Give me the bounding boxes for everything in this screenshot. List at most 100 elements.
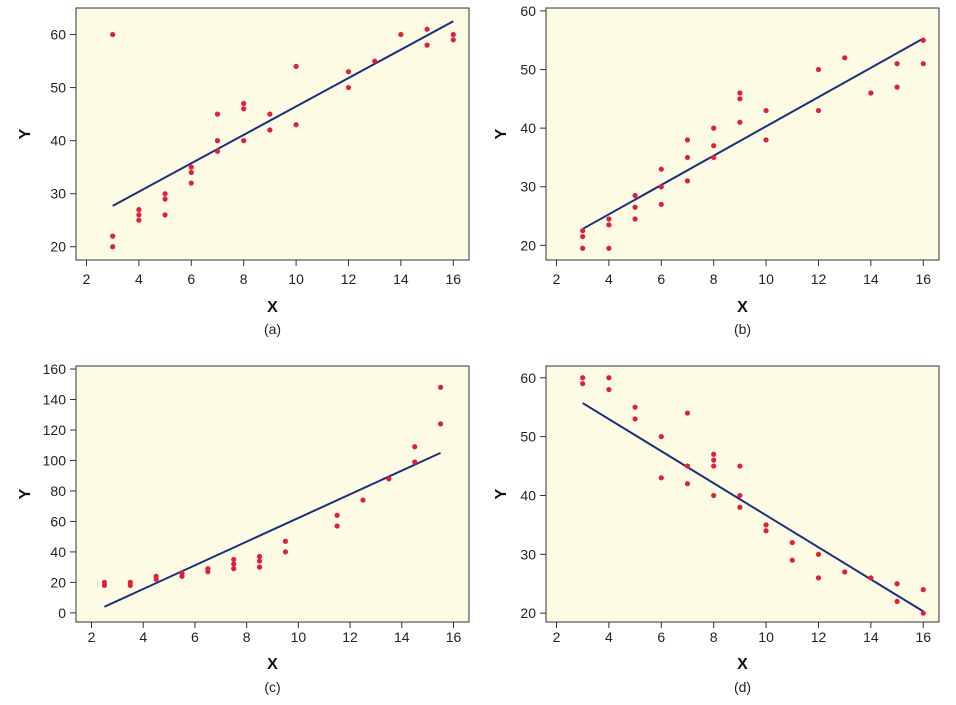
x-tick-label: 10 <box>291 629 307 645</box>
regression-line <box>582 402 924 613</box>
x-axis-label: X <box>737 299 748 316</box>
data-point <box>241 106 247 112</box>
data-point <box>894 581 900 587</box>
data-point <box>684 178 691 184</box>
x-axis-label: X <box>267 656 278 673</box>
data-point <box>815 107 822 114</box>
chart-panel-1: 2 4 6 8 10 12 14 16 20 30 40 50 60 X Y (a) <box>17 7 470 337</box>
data-point <box>205 569 211 575</box>
panel-caption: (d) <box>734 679 751 695</box>
data-point <box>580 245 586 251</box>
x-tick-label: 4 <box>135 271 143 287</box>
x-tick-label: 16 <box>445 271 461 287</box>
data-point <box>894 84 900 90</box>
y-tick-label: 40 <box>50 133 66 149</box>
data-point <box>136 212 142 218</box>
x-tick-label: 4 <box>139 629 147 645</box>
data-point <box>711 451 717 457</box>
x-tick-label: 14 <box>393 271 409 287</box>
data-point <box>231 566 237 572</box>
panel-caption: (b) <box>734 321 751 337</box>
data-point <box>110 233 116 239</box>
x-axis-label: X <box>737 656 748 673</box>
x-tick-label: 14 <box>394 629 410 645</box>
data-point <box>241 100 247 107</box>
data-point <box>231 556 237 563</box>
data-point <box>214 148 221 154</box>
x-tick-label: 12 <box>342 629 358 645</box>
y-tick-label: 50 <box>520 429 536 445</box>
y-tick-label: 50 <box>520 62 536 78</box>
x-tick-label: 8 <box>243 629 251 645</box>
data-point <box>842 569 848 575</box>
data-point <box>737 90 743 96</box>
data-point <box>580 375 586 381</box>
data-point <box>658 166 664 172</box>
data-point <box>606 216 612 222</box>
data-point <box>632 216 638 222</box>
data-point <box>894 61 900 67</box>
plot-area <box>545 365 940 623</box>
data-point <box>241 138 247 144</box>
y-tick-label: 40 <box>520 120 536 136</box>
data-point <box>632 404 638 410</box>
data-point <box>188 164 194 170</box>
data-point <box>894 598 900 605</box>
y-tick-label: 120 <box>43 422 67 438</box>
y-tick-label: 50 <box>50 80 66 96</box>
data-point <box>293 63 299 69</box>
data-point <box>737 492 743 499</box>
data-point <box>345 84 352 91</box>
y-tick-label: 80 <box>50 483 66 499</box>
data-point <box>437 384 444 390</box>
data-point <box>632 192 638 199</box>
x-tick-label: 14 <box>863 629 879 645</box>
y-tick-label: 140 <box>43 392 67 408</box>
data-point <box>334 512 340 518</box>
data-point <box>256 564 263 570</box>
data-point <box>127 582 133 589</box>
y-tick-label: 20 <box>50 574 66 590</box>
x-tick-label: 6 <box>657 271 665 287</box>
data-point <box>920 61 926 67</box>
x-tick-label: 4 <box>605 629 613 645</box>
data-point <box>101 582 108 589</box>
data-point <box>179 573 185 579</box>
y-tick-label: 30 <box>520 179 536 195</box>
data-point <box>110 31 116 38</box>
x-tick-label: 6 <box>191 629 199 645</box>
data-point <box>214 111 221 117</box>
x-tick-label: 16 <box>446 629 462 645</box>
x-tick-label: 10 <box>758 629 774 645</box>
data-point <box>737 504 743 510</box>
y-axis-label: Y <box>17 488 34 499</box>
data-point <box>293 122 299 128</box>
y-axis-label: Y <box>493 128 510 139</box>
data-point <box>684 410 691 416</box>
x-tick-label: 6 <box>657 629 665 645</box>
y-tick-label: 30 <box>520 546 536 562</box>
y-tick-label: 20 <box>520 237 536 253</box>
y-tick-label: 60 <box>520 370 536 386</box>
y-tick-label: 20 <box>50 239 66 255</box>
data-point <box>282 549 289 555</box>
panel-caption: (a) <box>264 321 281 337</box>
plot-area <box>75 7 470 261</box>
data-point <box>632 416 638 422</box>
data-point <box>580 381 586 387</box>
x-tick-label: 8 <box>710 629 718 645</box>
data-point <box>684 481 691 487</box>
data-point <box>398 31 404 38</box>
chart-panel-2: 2 4 6 8 10 12 14 16 20 30 40 50 60 X Y (b) <box>493 3 940 337</box>
chart-panel-4: 2 4 6 8 10 12 14 16 20 30 40 50 60 X Y (d) <box>493 365 940 695</box>
y-tick-label: 100 <box>43 452 67 468</box>
x-tick-label: 10 <box>758 271 774 287</box>
regression-line <box>104 451 441 608</box>
data-point <box>437 421 444 427</box>
data-point <box>110 244 116 250</box>
x-tick-label: 16 <box>915 271 931 287</box>
y-axis-label: Y <box>17 128 34 139</box>
data-point <box>267 111 273 117</box>
data-point <box>282 538 289 544</box>
